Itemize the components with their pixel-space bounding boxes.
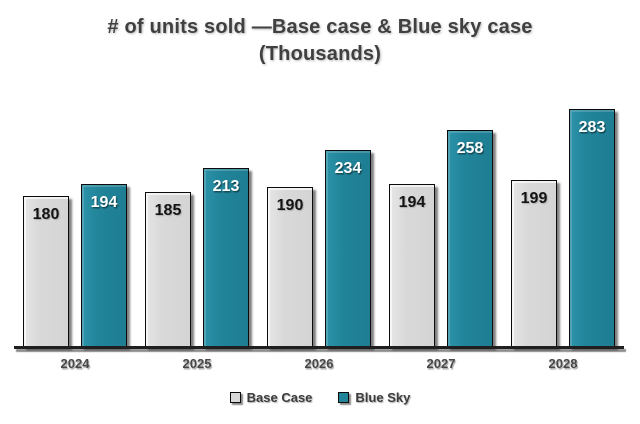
legend-item-base-case: Base Case	[229, 390, 313, 405]
bar-value-label-blue-sky-2026: 234	[334, 160, 362, 177]
bar-base-case-2025: 185	[145, 192, 191, 347]
x-axis-line	[14, 346, 624, 349]
x-axis-label-2025: 2025	[182, 356, 212, 371]
bar-base-case-2028: 199	[511, 180, 557, 347]
bar-group-2027: 194 258	[380, 97, 502, 347]
bar-blue-sky-2026: 234	[325, 150, 371, 347]
x-axis-label-2024: 2024	[60, 356, 90, 371]
bar-value-label-base-case-2026: 190	[276, 197, 304, 214]
legend-swatch-base-case	[229, 392, 241, 403]
bar-base-case-2027: 194	[389, 184, 435, 347]
legend-item-blue-sky: Blue Sky	[338, 390, 410, 405]
bar-value-label-base-case-2025: 185	[154, 202, 182, 219]
bar-value-label-blue-sky-2028: 283	[578, 119, 606, 136]
chart-title-line2: (Thousands)	[258, 43, 382, 65]
x-axis-label-2027: 2027	[426, 356, 456, 371]
legend-label-blue-sky: Blue Sky	[355, 390, 411, 405]
x-axis-label-2026: 2026	[304, 356, 334, 371]
bar-value-label-base-case-2028: 199	[520, 190, 548, 207]
legend: Base Case Blue Sky	[0, 390, 640, 405]
bar-blue-sky-2027: 258	[447, 130, 493, 347]
bar-group-2026: 190 234	[258, 97, 380, 347]
chart-title: # of units sold —Base case & Blue sky ca…	[0, 14, 640, 68]
bar-value-label-blue-sky-2024: 194	[90, 194, 118, 211]
bar-group-2025: 185 213	[136, 97, 258, 347]
x-axis-labels: 2024 2025 2026 2027 2028	[14, 356, 624, 371]
bar-blue-sky-2028: 283	[569, 109, 615, 347]
bar-group-2024: 180 194	[14, 97, 136, 347]
x-axis-label-2028: 2028	[548, 356, 578, 371]
chart-title-line1: # of units sold —Base case & Blue sky ca…	[107, 16, 533, 38]
bar-blue-sky-2025: 213	[203, 168, 249, 347]
legend-swatch-blue-sky	[338, 392, 350, 403]
bar-base-case-2024: 180	[23, 196, 69, 347]
bar-value-label-blue-sky-2027: 258	[456, 140, 484, 157]
plot-area: 180 194 185 213 190 234 194 258 199 283	[14, 97, 624, 347]
bar-value-label-base-case-2027: 194	[398, 194, 426, 211]
bar-base-case-2026: 190	[267, 187, 313, 347]
bar-group-2028: 199 283	[502, 97, 624, 347]
bar-blue-sky-2024: 194	[81, 184, 127, 347]
legend-label-base-case: Base Case	[246, 390, 313, 405]
bar-value-label-blue-sky-2025: 213	[212, 178, 240, 195]
bar-value-label-base-case-2024: 180	[32, 206, 60, 223]
